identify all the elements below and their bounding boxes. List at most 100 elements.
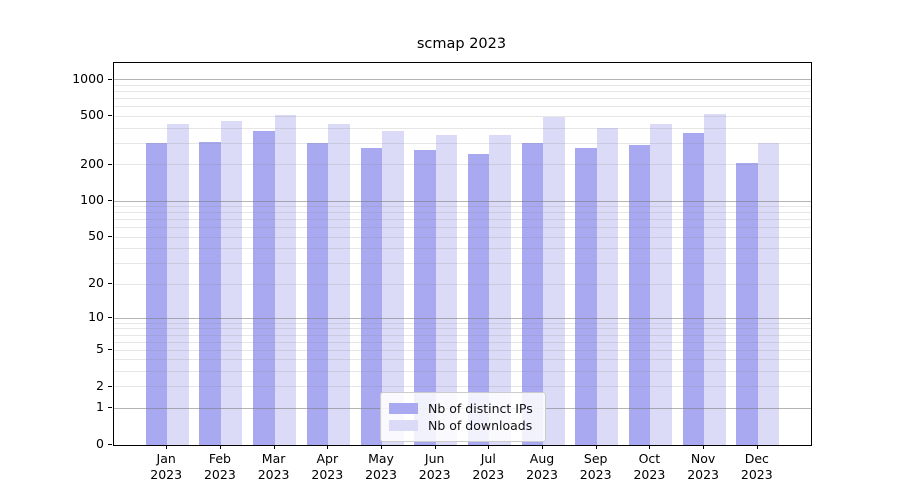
- gridline-minor-80: [114, 212, 811, 214]
- legend-label-distinct-ips: Nb of distinct IPs: [428, 401, 533, 416]
- y-tick-label-1000: 1000: [72, 70, 104, 86]
- gridline-minor-50: [114, 236, 811, 238]
- bar-nov-downloads: [704, 114, 726, 445]
- x-tick-mark-oct: [649, 445, 651, 449]
- x-tick-label-jul: Jul 2023: [472, 451, 505, 482]
- x-tick-mark-aug: [542, 445, 543, 449]
- y-tick-label-10: 10: [88, 309, 104, 325]
- x-tick-mark-jul: [488, 445, 490, 449]
- bar-apr-distinct-ips: [306, 143, 329, 445]
- x-tick-label-aug: Aug 2023: [526, 451, 558, 482]
- x-tick-label-jun: Jun 2023: [418, 451, 451, 482]
- y-tick-label-1: 1: [96, 399, 104, 415]
- gridline-minor-90: [114, 206, 811, 208]
- y-tick-label-200: 200: [80, 155, 104, 171]
- x-tick-mark-feb: [219, 445, 221, 449]
- gridline-minor-700: [114, 98, 811, 100]
- x-tick-label-sep: Sep 2023: [579, 451, 612, 482]
- gridline-minor-2: [114, 386, 811, 388]
- gridline-minor-400: [114, 127, 811, 129]
- bar-jan-distinct-ips: [145, 143, 168, 445]
- gridline-minor-500: [114, 115, 811, 117]
- legend-label-downloads: Nb of downloads: [428, 418, 533, 433]
- gridline-minor-70: [114, 219, 811, 221]
- x-tick-mark-sep: [595, 445, 597, 449]
- gridline-minor-40: [114, 248, 811, 250]
- y-tick-mark-50: [108, 236, 112, 238]
- bar-jun-distinct-ips: [414, 149, 436, 445]
- bar-dec-distinct-ips: [736, 162, 758, 445]
- bar-feb-downloads: [220, 120, 243, 445]
- y-tick-label-500: 500: [80, 107, 104, 123]
- gridline-minor-20: [114, 283, 811, 285]
- x-tick-label-nov: Nov 2023: [687, 451, 719, 482]
- y-tick-label-100: 100: [80, 192, 104, 208]
- x-tick-label-mar: Mar 2023: [257, 451, 290, 482]
- legend-swatch-downloads: [389, 420, 418, 431]
- x-tick-mark-jun: [434, 445, 436, 449]
- bar-oct-downloads: [650, 124, 672, 445]
- gridline-minor-300: [114, 142, 811, 144]
- bar-aug-downloads: [543, 117, 565, 445]
- gridline-minor-7: [114, 334, 811, 336]
- gridline-minor-60: [114, 227, 811, 229]
- legend: Nb of distinct IPs Nb of downloads: [380, 392, 546, 442]
- gridline-minor-200: [114, 164, 811, 166]
- x-tick-mark-may: [381, 445, 382, 449]
- bar-dec-downloads: [757, 143, 780, 445]
- gridline-minor-4: [114, 359, 811, 361]
- y-tick-mark-1000: [108, 78, 112, 80]
- gridline-minor-5: [114, 349, 811, 351]
- gridline-minor-30: [114, 263, 811, 264]
- y-tick-mark-1: [108, 407, 112, 409]
- gridline-minor-600: [114, 106, 811, 108]
- bar-feb-distinct-ips: [199, 141, 221, 445]
- y-tick-mark-100: [108, 200, 112, 202]
- bar-jun-downloads: [435, 134, 458, 445]
- legend-item-downloads: Nb of downloads: [389, 418, 536, 433]
- bar-apr-downloads: [328, 124, 350, 445]
- gridline-minor-3: [114, 371, 811, 373]
- gridline-major-1000: [114, 79, 811, 81]
- bar-nov-distinct-ips: [682, 133, 705, 445]
- x-tick-mark-dec: [756, 445, 758, 449]
- chart-title: scmap 2023: [416, 36, 507, 52]
- gridline-minor-800: [114, 91, 811, 93]
- x-tick-label-oct: Oct 2023: [633, 451, 666, 482]
- y-tick-label-5: 5: [96, 341, 104, 357]
- bar-may-distinct-ips: [360, 148, 382, 445]
- bar-jul-distinct-ips: [467, 154, 490, 445]
- y-tick-label-20: 20: [88, 275, 104, 291]
- legend-item-distinct-ips: Nb of distinct IPs: [389, 401, 536, 416]
- gridline-major-10: [114, 317, 811, 319]
- bar-jul-downloads: [489, 135, 511, 445]
- y-tick-mark-5: [108, 349, 112, 351]
- y-tick-label-0: 0: [96, 436, 104, 451]
- bar-sep-downloads: [596, 127, 619, 445]
- gridline-minor-9: [114, 322, 811, 324]
- bar-may-downloads: [382, 130, 404, 445]
- x-tick-label-feb: Feb 2023: [203, 451, 236, 482]
- y-tick-mark-10: [108, 317, 112, 319]
- plot-area: Nb of distinct IPs Nb of downloads: [113, 62, 812, 446]
- bar-sep-distinct-ips: [575, 148, 597, 445]
- y-tick-mark-500: [108, 115, 112, 117]
- x-tick-mark-apr: [327, 445, 329, 449]
- bar-mar-distinct-ips: [253, 130, 275, 445]
- y-tick-mark-200: [108, 163, 112, 165]
- x-tick-label-dec: Dec 2023: [740, 451, 773, 482]
- legend-swatch-distinct-ips: [389, 403, 418, 414]
- bar-mar-downloads: [274, 115, 297, 445]
- gridline-minor-8: [114, 328, 811, 330]
- gridline-minor-6: [114, 341, 811, 343]
- bar-aug-distinct-ips: [521, 143, 544, 445]
- gridline-minor-900: [114, 84, 811, 86]
- x-tick-label-may: May 2023: [365, 451, 397, 482]
- gridline-major-100: [114, 200, 811, 202]
- y-tick-label-50: 50: [88, 228, 104, 244]
- x-tick-label-apr: Apr 2023: [311, 451, 344, 482]
- x-tick-label-jan: Jan 2023: [150, 451, 183, 482]
- bar-jan-downloads: [167, 124, 189, 445]
- y-tick-mark-2: [108, 385, 112, 387]
